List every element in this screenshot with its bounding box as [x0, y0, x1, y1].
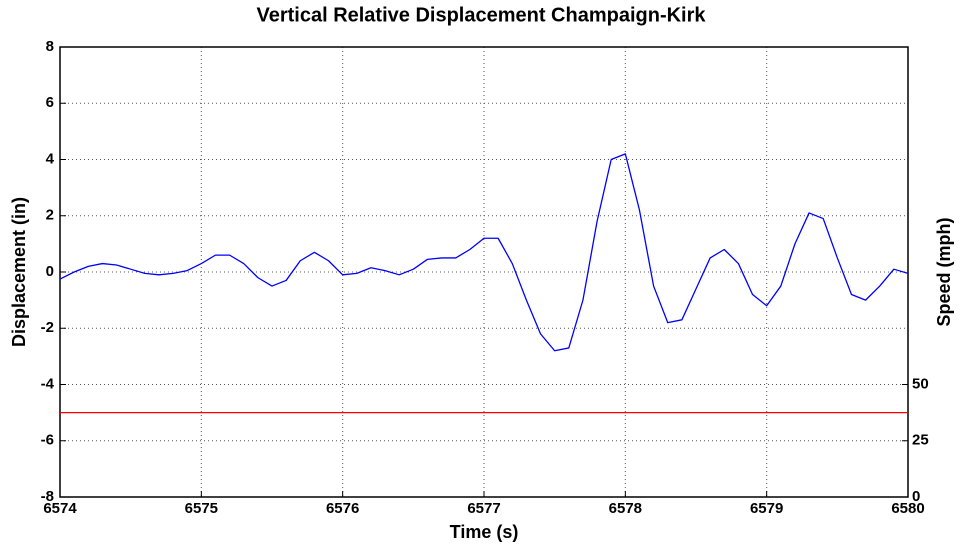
x-axis-label: Time (s) — [450, 522, 519, 542]
x-tick-label: 6579 — [750, 500, 783, 517]
y-tick-label: -8 — [41, 488, 54, 505]
y-tick-label: 8 — [46, 38, 54, 55]
x-tick-label: 6580 — [891, 500, 924, 517]
chart-title: Vertical Relative Displacement Champaign… — [256, 4, 706, 26]
y-tick-label: -4 — [41, 375, 55, 392]
y-tick-label: -6 — [41, 432, 54, 449]
y-tick-label: 2 — [46, 207, 54, 224]
plot-frame — [59, 46, 909, 498]
y-tick-label: 0 — [46, 263, 54, 280]
y-axis-label: Displacement (in) — [9, 197, 29, 347]
data-line — [59, 153, 909, 352]
y2-tick-label: 25 — [912, 432, 929, 449]
x-tick-label: 6578 — [609, 500, 642, 517]
x-tick-label: 6577 — [467, 500, 500, 517]
x-tick-label: 6574 — [43, 500, 77, 517]
y2-tick-label: 0 — [912, 488, 920, 505]
y2-tick-label: 50 — [912, 375, 929, 392]
y-tick-label: 6 — [46, 94, 54, 111]
x-tick-label: 6576 — [326, 500, 359, 517]
y-tick-label: -2 — [41, 319, 54, 336]
y2-axis-label: Speed (mph) — [934, 217, 954, 326]
y-tick-label: 4 — [46, 150, 55, 167]
x-tick-label: 6575 — [185, 500, 218, 517]
